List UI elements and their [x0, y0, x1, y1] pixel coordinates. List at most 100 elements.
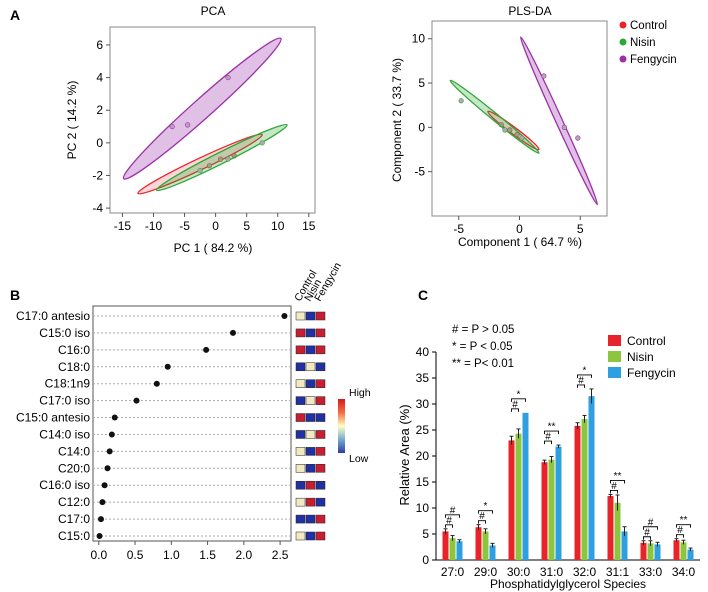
sig-bracket [643, 526, 658, 530]
pca-point-control [217, 156, 224, 162]
sig-key-line-2: * = P < 0.05 [452, 341, 513, 353]
vip-row-label: C14:0 iso [39, 427, 90, 441]
vip-heat-cell-control [295, 464, 306, 473]
pca-y-tick-label: -4 [92, 201, 103, 215]
bar-legend-control-swatch [608, 335, 621, 346]
legend-nisin-label: Nisin [630, 37, 656, 49]
vip-heat-cell-nisin [305, 396, 316, 405]
bar-fengycin [489, 545, 496, 560]
vip-heat-cell-nisin [305, 362, 316, 372]
bar-control [607, 496, 614, 560]
pca-chart: PCA -15 -10 -5 0 5 10 15 -4 -2 0 2 4 6 PC 1 ( 84.2 %… [65, 4, 316, 255]
pca-x-tick-label: 0 [212, 219, 219, 233]
sig-bracket [577, 384, 585, 388]
sig-bracket [544, 430, 559, 435]
plsda-ellipse-fengycin [519, 36, 599, 206]
vip-x-tick-label: 0.5 [127, 548, 144, 562]
sig-bracket [511, 398, 526, 402]
vip-x-tick-label: 1.5 [199, 548, 216, 562]
bar-control [574, 425, 581, 560]
panel-label-c: C [418, 287, 428, 303]
bar-x-tick-label: 32:0 [573, 565, 597, 579]
sig-bracket [478, 520, 486, 524]
bar-legend-nisin-swatch [608, 351, 621, 362]
vip-heat-cell-control [295, 447, 306, 456]
bar-x-tick-label: 27:0 [441, 565, 465, 579]
pca-point-nisin [197, 167, 203, 174]
bar-legend-fengycin-swatch [608, 367, 621, 378]
plsda-y-tick-label: -5 [414, 165, 425, 179]
sig-marker: * [583, 365, 587, 376]
vip-heat-cell-nisin [305, 345, 316, 355]
vip-dot [104, 465, 111, 472]
bar-control [640, 542, 647, 560]
vip-heat-cell-fengycin [315, 497, 326, 507]
vip-heat-cell-nisin [305, 464, 316, 473]
vip-heat-cell-fengycin [315, 447, 326, 456]
vip-heat-cell-fengycin [315, 514, 326, 524]
vip-heat-cell-control [295, 328, 306, 338]
vip-plot-frame [92, 305, 292, 542]
pca-point-nisin [225, 156, 231, 162]
bar-fengycin [621, 531, 628, 560]
bar-fengycin [654, 544, 661, 560]
vip-row-label: C17:0 antesio [16, 309, 90, 323]
bar-nisin [680, 542, 687, 560]
vip-heat-cell-nisin [305, 531, 316, 541]
vip-heat-cell-fengycin [315, 328, 326, 338]
bar-control [508, 440, 515, 560]
pca-point-nisin [259, 140, 265, 146]
vip-row-label: C18:0 [58, 360, 90, 374]
bar-legend-fengycin-label: Fengycin [627, 366, 676, 380]
sig-bracket [445, 514, 460, 518]
vip-dot [108, 431, 115, 438]
pca-y-tick-label: -2 [92, 168, 103, 182]
vip-dot [153, 380, 160, 387]
pca-x-tick-label: -10 [145, 219, 163, 233]
vip-heat-cell-control [295, 311, 306, 321]
sig-key-line-1: # = P > 0.05 [452, 324, 514, 336]
bar-y-tick-label: 40 [416, 345, 430, 359]
vip-heat-cell-nisin [305, 413, 316, 422]
vip-dot [229, 329, 236, 336]
bar-control [442, 531, 449, 560]
vip-heat-cell-control [295, 396, 306, 405]
vip-heat-cell-control [295, 497, 306, 507]
plsda-x-tick-label: -5 [453, 222, 464, 236]
vip-heat-cell-control [295, 480, 306, 490]
vip-row-label: C18:1n9 [45, 377, 91, 391]
bar-x-tick-label: 33:0 [639, 565, 663, 579]
bar-control [475, 527, 482, 560]
pca-point-fengycin [169, 123, 175, 130]
bar-control [541, 462, 548, 560]
pca-x-tick-label: 10 [271, 219, 285, 233]
vip-x-tick-label: 2.0 [236, 548, 253, 562]
legend-fengycin-marker [619, 55, 627, 63]
vip-heat-cell-fengycin [315, 430, 326, 439]
vip-row-label: C16:0 iso [39, 478, 90, 492]
pg-species-chart: 0 5 10 15 20 25 30 35 40 27:0 29:0 30:0 31:0 32:0 31:1… [397, 324, 700, 591]
sig-bracket [643, 536, 651, 540]
vip-heat-cell-nisin [305, 328, 316, 338]
plsda-x-tick-label: 5 [577, 222, 584, 236]
vip-dot [106, 448, 113, 455]
plsda-legend: Control Nisin Fengycin [619, 20, 677, 66]
pca-y-tick-label: 2 [96, 103, 103, 117]
bar-y-tick-label: 0 [422, 553, 429, 567]
plsda-point-control [514, 131, 520, 138]
significance-key: # = P > 0.05 * = P < 0.05 ** = P< 0.01 [452, 324, 514, 370]
plsda-point-fengycin [561, 124, 568, 130]
pca-point-fengycin [185, 122, 191, 128]
sig-marker: # [578, 375, 584, 386]
legend-nisin-marker [619, 38, 627, 46]
bar-nisin [548, 459, 555, 560]
pca-y-tick-label: 0 [96, 136, 103, 150]
vip-x-tick-label: 1.0 [163, 548, 180, 562]
sig-bracket [577, 374, 592, 378]
pca-x-tick-label: -15 [114, 219, 132, 233]
vip-heat-cell-fengycin [315, 413, 326, 422]
plsda-point-nisin [458, 98, 464, 104]
bar-y-tick-label: 30 [416, 397, 430, 411]
bar-x-tick-label: 30:0 [507, 565, 531, 579]
